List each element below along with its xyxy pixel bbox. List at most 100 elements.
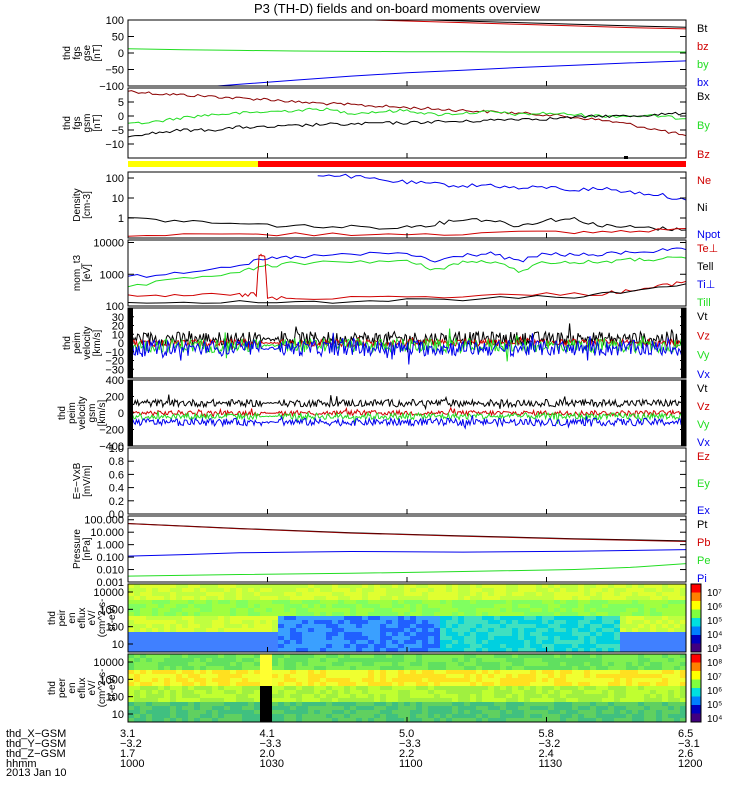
- heatmap-cell: [578, 662, 584, 666]
- heatmap-cell: [428, 690, 434, 694]
- heatmap-cell: [680, 678, 686, 682]
- heatmap-cell: [626, 706, 632, 710]
- heatmap-cell: [464, 628, 470, 632]
- heatmap-cell: [404, 616, 410, 620]
- heatmap-cell: [350, 658, 356, 662]
- heatmap-cell: [476, 702, 482, 706]
- heatmap-cell: [344, 710, 350, 714]
- y-tick-label: 100: [106, 173, 124, 185]
- heatmap-cell: [524, 608, 530, 612]
- heatmap-cell: [434, 632, 440, 636]
- heatmap-cell: [596, 612, 602, 616]
- colorbar-segment: [691, 635, 701, 644]
- heatmap-cell: [200, 654, 206, 658]
- heatmap-cell: [290, 714, 296, 718]
- heatmap-cell: [308, 604, 314, 608]
- heatmap-cell: [500, 662, 506, 666]
- heatmap-cell: [590, 608, 596, 612]
- heatmap-cell: [560, 682, 566, 686]
- heatmap-cell: [380, 648, 386, 652]
- heatmap-cell: [542, 616, 548, 620]
- heatmap-cell: [290, 686, 296, 690]
- heatmap-cell: [614, 686, 620, 690]
- heatmap-cell: [620, 608, 626, 612]
- y-axis-label: mom_t3: [72, 255, 83, 292]
- heatmap-cell: [332, 596, 338, 600]
- heatmap-cell: [290, 706, 296, 710]
- heatmap-cell: [608, 596, 614, 600]
- heatmap-cell: [320, 596, 326, 600]
- heatmap-cell: [572, 654, 578, 658]
- y-axis-label: en: [67, 682, 78, 693]
- heatmap-cell: [170, 636, 176, 640]
- heatmap-cell: [620, 588, 626, 592]
- heatmap-cell: [404, 640, 410, 644]
- heatmap-cell: [398, 592, 404, 596]
- heatmap-cell: [626, 698, 632, 702]
- heatmap-cell: [278, 698, 284, 702]
- heatmap-cell: [596, 678, 602, 682]
- heatmap-cell: [404, 644, 410, 648]
- heatmap-cell: [326, 666, 332, 670]
- heatmap-cell: [194, 710, 200, 714]
- heatmap-cell: [644, 674, 650, 678]
- heatmap-cell: [440, 624, 446, 628]
- heatmap-cell: [440, 654, 446, 658]
- heatmap-cell: [404, 674, 410, 678]
- heatmap-cell: [464, 690, 470, 694]
- heatmap-cell: [134, 584, 140, 588]
- heatmap-cell: [314, 600, 320, 604]
- heatmap-cell: [290, 584, 296, 588]
- heatmap-cell: [260, 620, 266, 624]
- heatmap-cell: [272, 640, 278, 644]
- heatmap-cell: [578, 714, 584, 718]
- x-cell-value: 2.4: [539, 748, 554, 760]
- heatmap-cell: [284, 666, 290, 670]
- heatmap-cell: [566, 718, 572, 722]
- heatmap-cell: [140, 640, 146, 644]
- heatmap-cell: [434, 690, 440, 694]
- heatmap-cell: [644, 666, 650, 670]
- heatmap-cell: [608, 702, 614, 706]
- x-cell-value: 5.0: [399, 728, 414, 740]
- heatmap-cell: [236, 640, 242, 644]
- y-tick-label: 5: [118, 97, 124, 109]
- heatmap-cell: [296, 620, 302, 624]
- heatmap-cell: [362, 636, 368, 640]
- heatmap-cell: [170, 624, 176, 628]
- heatmap-cell: [338, 690, 344, 694]
- heatmap-cell: [674, 648, 680, 652]
- heatmap-cell: [308, 636, 314, 640]
- heatmap-cell: [188, 694, 194, 698]
- y-tick-label: 0.6: [109, 469, 124, 481]
- heatmap-cell: [398, 624, 404, 628]
- heatmap-cell: [446, 636, 452, 640]
- heatmap-cell: [344, 702, 350, 706]
- heatmap-cell: [422, 608, 428, 612]
- heatmap-cell: [572, 584, 578, 588]
- heatmap-cell: [332, 584, 338, 588]
- heatmap-cell: [632, 624, 638, 628]
- heatmap-cell: [368, 596, 374, 600]
- heatmap-cell: [446, 644, 452, 648]
- heatmap-cell: [332, 718, 338, 722]
- heatmap-cell: [176, 658, 182, 662]
- heatmap-cell: [356, 608, 362, 612]
- heatmap-cell: [422, 678, 428, 682]
- heatmap-cell: [212, 640, 218, 644]
- heatmap-cell: [416, 662, 422, 666]
- heatmap-cell: [134, 678, 140, 682]
- heatmap-cell: [500, 584, 506, 588]
- heatmap-cell: [314, 678, 320, 682]
- heatmap-cell: [278, 694, 284, 698]
- y-tick-label: 30: [112, 312, 124, 324]
- heatmap-cell: [302, 706, 308, 710]
- heatmap-cell: [356, 674, 362, 678]
- heatmap-cell: [266, 640, 272, 644]
- heatmap-cell: [446, 640, 452, 644]
- heatmap-cell: [590, 640, 596, 644]
- heatmap-cell: [398, 600, 404, 604]
- heatmap-cell: [212, 592, 218, 596]
- heatmap-cell: [236, 702, 242, 706]
- heatmap-cell: [296, 670, 302, 674]
